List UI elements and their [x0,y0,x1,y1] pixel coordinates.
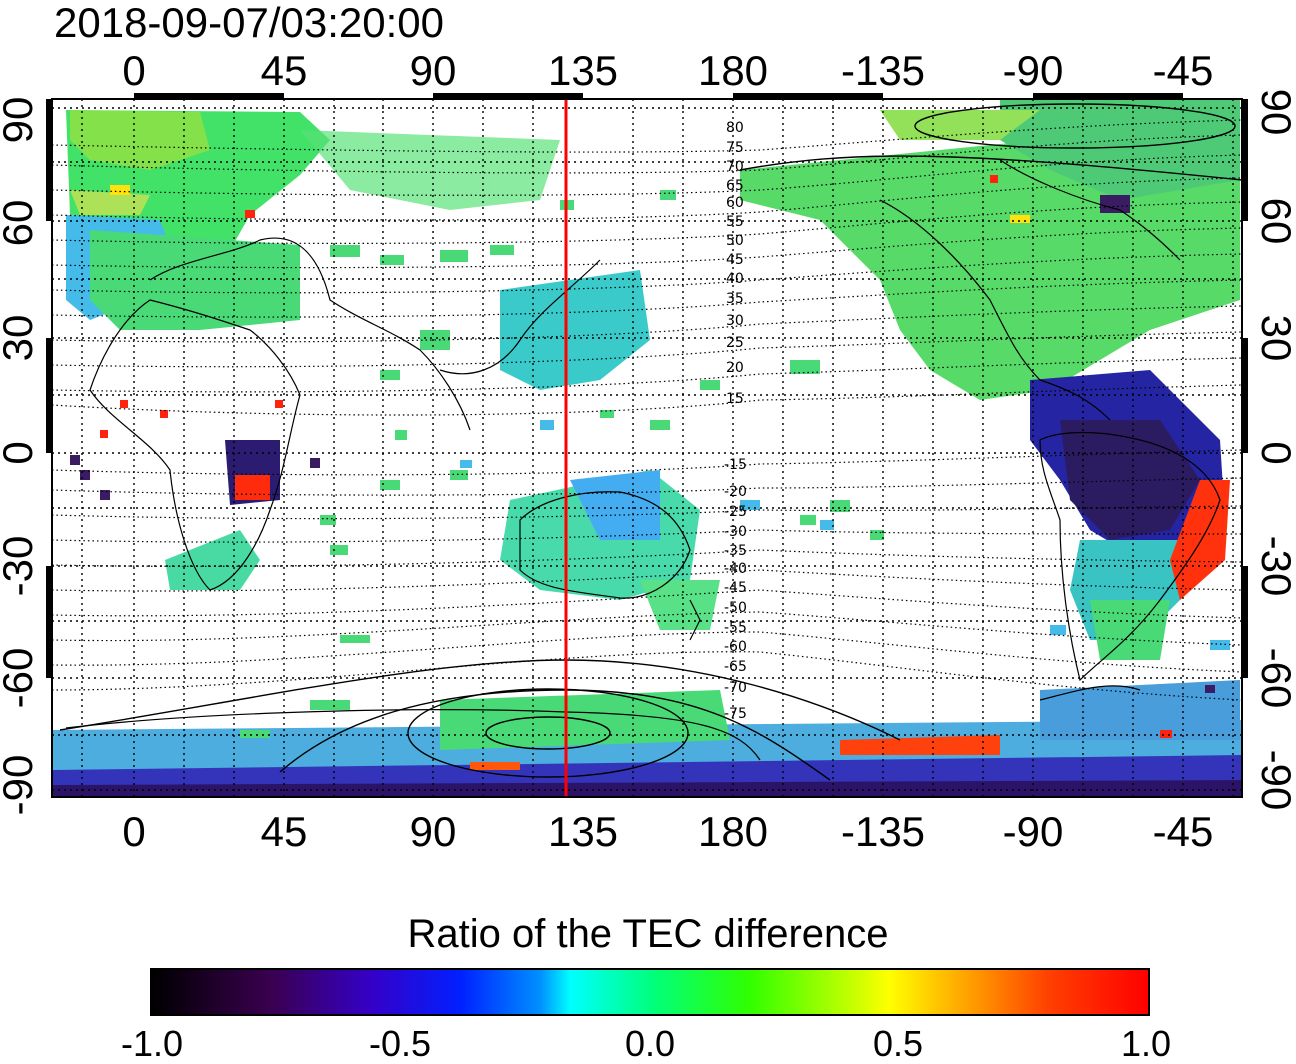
lon-tick-top: -135 [840,47,926,94]
magnetic-latitude-labels: 80 75 70 65 60 55 50 45 40 35 30 25 20 1… [724,120,747,722]
lon-tick-top: -45 [1152,47,1214,94]
mlat-label: -40 [724,561,747,577]
mlat-label: -20 [724,484,747,500]
tec-data-layer [52,100,1242,797]
lon-tick-top: 180 [697,47,769,94]
lat-tick-right: -60 [1253,647,1296,709]
lon-tick-top: 135 [547,47,619,94]
mlat-label: 50 [726,233,744,249]
colorbar-tick-label: -0.5 [368,1023,432,1064]
map-title-timestamp: 2018-09-07/03:20:00 [54,0,444,46]
mlat-label: -25 [724,504,747,520]
colorbar-tick-label: 0.0 [624,1023,676,1064]
colorbar-tick-label: -1.0 [120,1023,184,1064]
colorbar-title: Ratio of the TEC difference [407,912,889,956]
lon-tick-bottom: 0 [122,808,146,855]
lat-tick-left: 30 [0,314,41,362]
mlat-label: -70 [724,680,747,696]
lon-tick-bottom: 180 [697,808,769,855]
lat-tick-right: 60 [1253,197,1296,245]
mlat-label: -60 [724,639,747,655]
mlat-label: 25 [726,335,744,351]
lon-tick-top: 90 [409,47,457,94]
colorbar [150,968,1150,1016]
lon-tick-bottom: 135 [547,808,619,855]
mlat-label: 80 [726,120,744,136]
mlat-label: 75 [726,140,744,156]
mlat-label: -35 [724,543,747,559]
lon-tick-top: -90 [1002,47,1064,94]
lat-tick-left: -90 [0,754,41,816]
lat-tick-left: 60 [0,199,41,247]
mlat-label: 40 [726,271,744,287]
lon-tick-bottom: 90 [409,808,457,855]
lat-tick-left: -60 [0,647,41,709]
lat-lon-grid [52,99,1242,797]
lon-tick-bottom: -45 [1152,808,1214,855]
axis-tick-bars [46,93,1248,678]
mlat-label: 70 [726,159,744,175]
mlat-label: 65 [726,178,744,194]
lon-tick-top: 0 [122,47,146,94]
lat-tick-right: 90 [1253,88,1296,136]
magnetic-latitude-contours [52,119,1242,701]
colorbar-tick-label: 0.5 [872,1023,924,1064]
mlat-label: -55 [724,620,747,636]
lat-tick-right: -90 [1253,749,1296,811]
lat-tick-left: 0 [0,441,41,464]
mlat-label: 45 [726,252,744,268]
mlat-label: -15 [724,457,747,473]
mlat-label: 35 [726,291,744,307]
lon-tick-top: 45 [260,47,308,94]
mlat-label: -30 [724,524,747,540]
lon-tick-bottom: -135 [840,808,926,855]
mlat-label: -75 [724,706,747,722]
lat-tick-left: 90 [0,96,41,144]
mlat-label: 60 [726,195,744,211]
mlat-label: -50 [724,600,747,616]
mlat-label: -65 [724,659,747,675]
lat-tick-right: 0 [1253,441,1296,465]
mlat-label: -45 [724,580,747,596]
lon-tick-bottom: -90 [1002,808,1064,855]
lon-tick-bottom: 45 [260,808,308,855]
lat-tick-left: -30 [0,535,41,597]
lat-tick-right: -30 [1253,535,1296,597]
mlat-label: 15 [726,391,744,407]
coastlines [65,159,1221,761]
mlat-label: 30 [726,313,744,329]
lat-tick-right: 30 [1253,314,1296,362]
colorbar-tick-label: 1.0 [1120,1023,1172,1064]
mlat-label: 20 [726,360,744,376]
mlat-label: 55 [726,214,744,230]
